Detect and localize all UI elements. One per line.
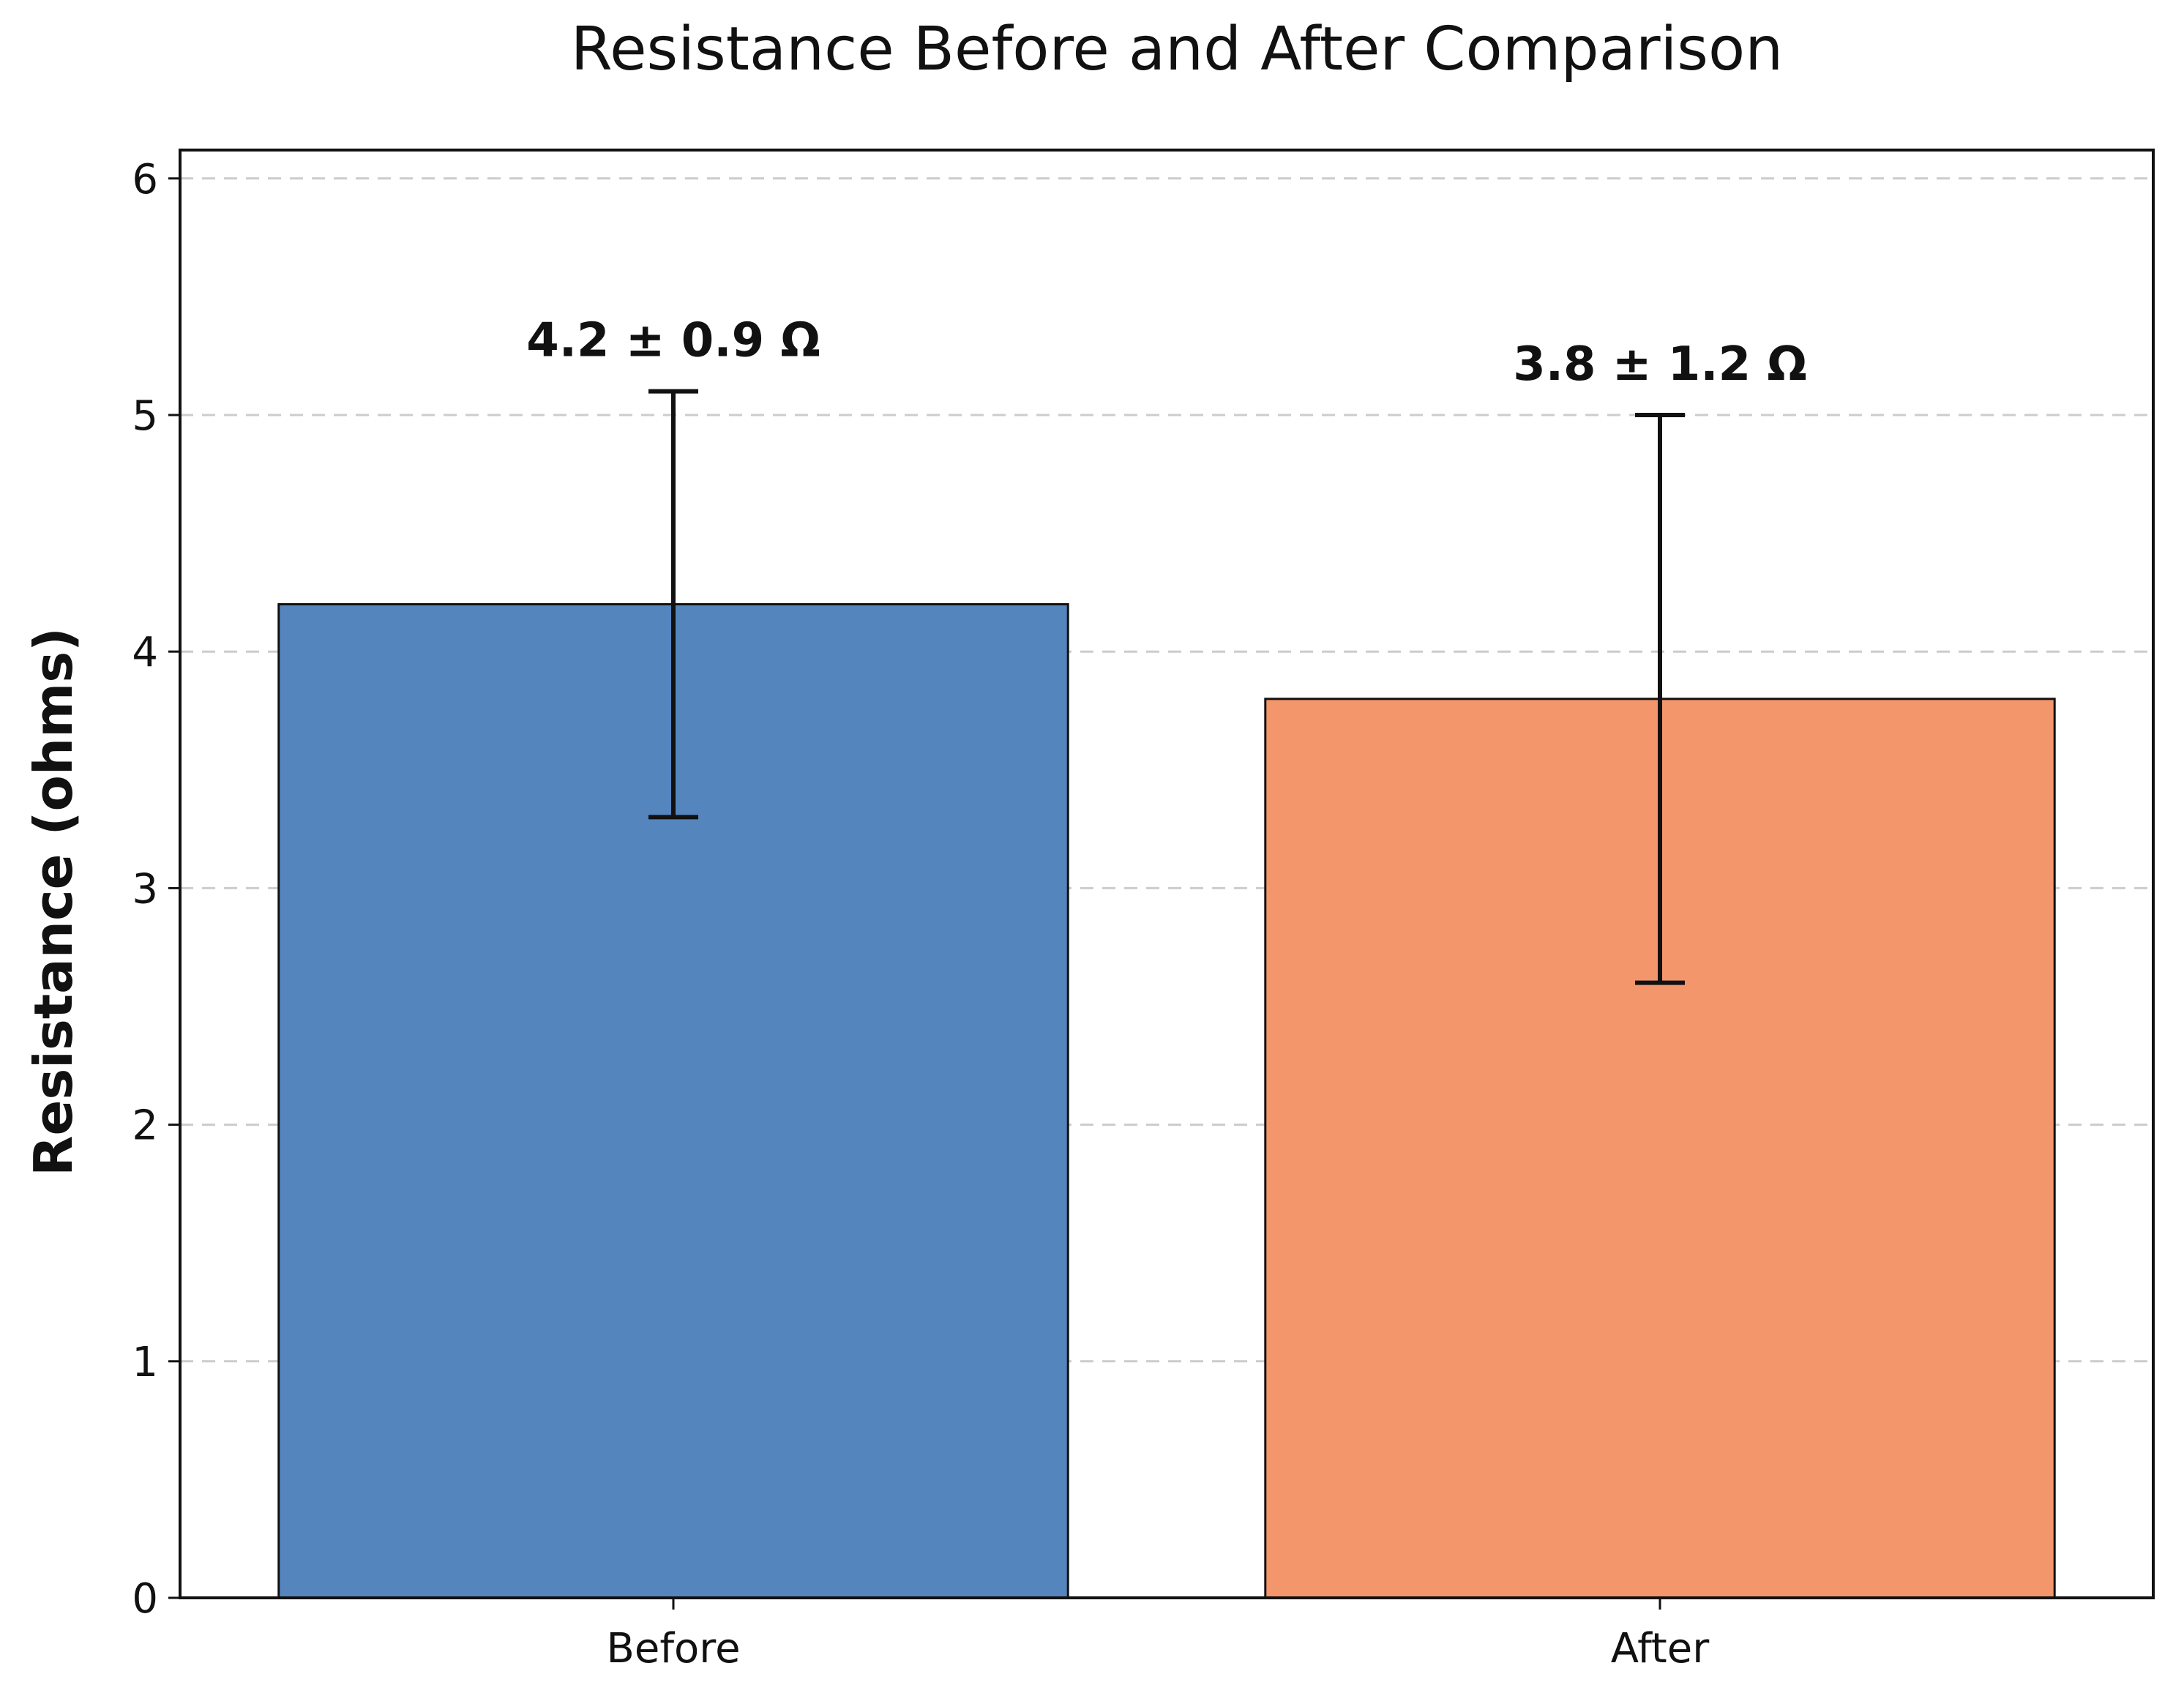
- data-label-before: 4.2 ± 0.9 Ω: [526, 314, 820, 368]
- y-tick-label: 1: [132, 1339, 158, 1386]
- y-tick-label: 5: [132, 392, 158, 440]
- y-axis-label: Resistance (ohms): [23, 627, 84, 1176]
- error-bars: [648, 389, 1685, 985]
- plot-frame: [179, 149, 2155, 1599]
- x-tick-label-after: After: [1611, 1625, 1710, 1673]
- y-tick-label: 6: [132, 156, 158, 203]
- data-label-after: 3.8 ± 1.2 Ω: [1513, 337, 1807, 392]
- bars: [277, 603, 2056, 1599]
- data-labels: 4.2 ± 0.9 Ω 3.8 ± 1.2 Ω: [526, 314, 1807, 392]
- y-tick-label: 2: [132, 1102, 158, 1150]
- y-tick-label: 0: [132, 1575, 158, 1623]
- chart-title: Resistance Before and After Comparison: [571, 15, 1783, 84]
- y-tick-label: 4: [132, 629, 158, 676]
- axes: 0 1 2 3 4 5 6 Before After: [132, 149, 2155, 1673]
- y-tick-label: 3: [132, 865, 158, 913]
- x-tick-label-before: Before: [606, 1625, 740, 1673]
